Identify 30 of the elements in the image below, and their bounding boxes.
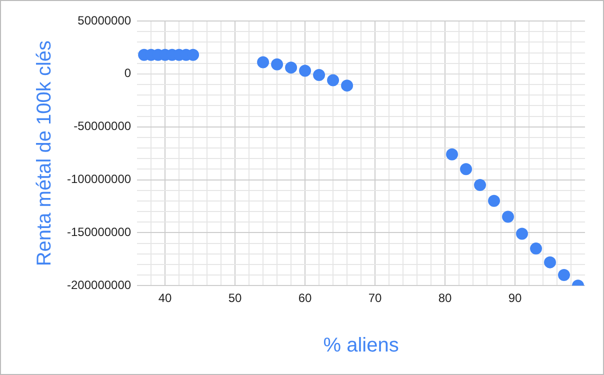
point bbox=[299, 64, 312, 77]
point bbox=[474, 179, 486, 192]
point bbox=[488, 194, 500, 207]
y-tick-label: -200000000 bbox=[67, 278, 132, 292]
point bbox=[502, 210, 514, 223]
x-tick-label: 70 bbox=[368, 291, 382, 306]
point bbox=[530, 242, 542, 255]
x-tick-label: 80 bbox=[438, 291, 452, 306]
x-axis-title: % aliens bbox=[323, 334, 399, 357]
point bbox=[558, 269, 570, 282]
point bbox=[271, 58, 284, 70]
point bbox=[257, 56, 270, 68]
point bbox=[516, 228, 528, 240]
point bbox=[446, 148, 458, 160]
point bbox=[327, 74, 340, 86]
point bbox=[313, 68, 326, 81]
y-tick-label: -150000000 bbox=[67, 224, 132, 239]
y-tick-label: 0 bbox=[124, 66, 132, 80]
y-tick-label: -50000000 bbox=[74, 119, 132, 134]
x-tick-label: 50 bbox=[228, 291, 242, 306]
x-tick-label: 60 bbox=[298, 291, 312, 306]
point bbox=[285, 62, 298, 74]
x-tick-label: 90 bbox=[508, 291, 522, 306]
point bbox=[460, 163, 472, 176]
y-axis-title: Renta métal de 100k clés bbox=[34, 40, 56, 266]
point bbox=[341, 80, 354, 92]
y-tick-label: -100000000 bbox=[67, 172, 132, 186]
point bbox=[544, 256, 556, 268]
y-tick-label: 50000000 bbox=[78, 13, 132, 28]
x-tick-label: 40 bbox=[158, 291, 172, 306]
